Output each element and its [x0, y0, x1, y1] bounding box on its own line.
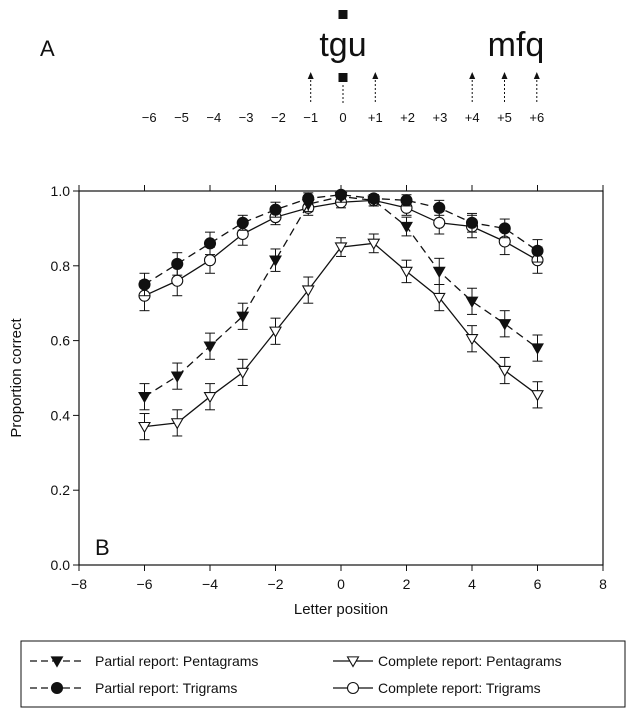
- y-tick-label: 0.6: [51, 333, 71, 349]
- position-label: −6: [142, 110, 157, 125]
- word-left: tgu: [319, 26, 366, 64]
- data-point: [467, 297, 478, 307]
- panel-a-marks: [308, 72, 540, 103]
- x-tick-label: 6: [534, 576, 542, 592]
- y-tick-label: 0.0: [51, 557, 71, 573]
- position-label: +1: [368, 110, 383, 125]
- x-tick-label: −4: [202, 576, 218, 592]
- legend-box: [21, 641, 625, 707]
- data-point: [172, 275, 183, 286]
- word-right: mfq: [488, 26, 545, 64]
- x-tick-label: −6: [137, 576, 153, 592]
- data-point: [237, 368, 248, 378]
- x-axis-label: Letter position: [294, 601, 388, 618]
- position-label: −5: [174, 110, 189, 125]
- x-tick-label: −2: [268, 576, 284, 592]
- data-point: [434, 202, 445, 213]
- panel-a-diagram: A tgu mfq −6 −5 −4 −3 −2 −1 0 +1 +2 +3 +4 +5 +6: [40, 10, 544, 125]
- arrow-head: [534, 72, 540, 79]
- position-label: −1: [303, 110, 318, 125]
- data-point: [532, 245, 543, 256]
- arrow-head: [469, 72, 475, 79]
- series-line: [145, 197, 538, 397]
- data-point: [532, 391, 543, 401]
- data-point: [499, 223, 510, 234]
- series-line: [145, 243, 538, 426]
- legend-swatch-marker: [348, 683, 359, 694]
- position-label: 0: [339, 110, 346, 125]
- data-point: [368, 193, 379, 204]
- legend-label: Complete report: Trigrams: [378, 680, 541, 696]
- chart-panel-b: −8 −6 −4 −2 0 2 4 6 8 0.0 0.2 0.4 0.6 0.8 1.0 B Letter…: [8, 183, 607, 618]
- y-tick-label: 0.2: [51, 482, 71, 498]
- y-tick-label: 1.0: [51, 183, 71, 199]
- position-label: +5: [497, 110, 512, 125]
- data-point: [401, 195, 412, 206]
- legend-swatch-marker: [52, 683, 63, 694]
- panel-b-label: B: [95, 535, 110, 560]
- data-point: [467, 217, 478, 228]
- panel-a-label: A: [40, 36, 55, 61]
- data-point: [499, 366, 510, 376]
- data-point: [172, 258, 183, 269]
- position-label: −4: [206, 110, 221, 125]
- y-tick-label: 0.8: [51, 258, 71, 274]
- data-point: [139, 279, 150, 290]
- data-point: [434, 217, 445, 228]
- position-label: +4: [465, 110, 480, 125]
- data-point: [401, 267, 412, 277]
- data-point: [237, 217, 248, 228]
- data-point: [532, 344, 543, 354]
- y-tick-label: 0.4: [51, 407, 71, 423]
- data-point: [205, 255, 216, 266]
- position-label: +3: [432, 110, 447, 125]
- arrow-head: [502, 72, 508, 79]
- x-tick-label: −8: [71, 576, 87, 592]
- axis-ticks: −8 −6 −4 −2 0 2 4 6 8 0.0 0.2 0.4 0.6 0.8 1.0: [51, 183, 608, 592]
- panel-a-position-labels: −6 −5 −4 −3 −2 −1 0 +1 +2 +3 +4 +5 +6: [142, 110, 544, 125]
- legend: Partial report: Pentagrams Complete repor…: [21, 641, 625, 707]
- legend-swatch-marker: [348, 657, 359, 667]
- data-point: [205, 393, 216, 403]
- data-point: [499, 320, 510, 330]
- data-point: [139, 393, 150, 403]
- data-point: [270, 204, 281, 215]
- data-point: [434, 267, 445, 277]
- data-point: [270, 256, 281, 266]
- position-label: −2: [271, 110, 286, 125]
- legend-label: Complete report: Pentagrams: [378, 653, 562, 669]
- data-point: [205, 342, 216, 352]
- legend-label: Partial report: Trigrams: [95, 680, 237, 696]
- series-partial-report-pentagrams: [139, 191, 543, 410]
- x-tick-label: 0: [337, 576, 345, 592]
- data-point: [139, 422, 150, 432]
- x-tick-label: 8: [599, 576, 607, 592]
- data-series: [139, 189, 543, 439]
- position-label: +2: [400, 110, 415, 125]
- legend-swatch-marker: [52, 657, 63, 667]
- data-point: [172, 372, 183, 382]
- x-tick-label: 4: [468, 576, 476, 592]
- x-tick-label: 2: [403, 576, 411, 592]
- fixation-marker-top: [339, 10, 348, 19]
- data-point: [401, 222, 412, 232]
- y-axis-label: Proportion correct: [8, 318, 25, 438]
- data-point: [303, 193, 314, 204]
- series-complete-report-pentagrams: [139, 234, 543, 440]
- position-label: +6: [529, 110, 544, 125]
- position-label: −3: [239, 110, 254, 125]
- legend-label: Partial report: Pentagrams: [95, 653, 258, 669]
- arrow-head: [308, 72, 314, 79]
- fixation-marker: [339, 73, 348, 82]
- data-point: [205, 238, 216, 249]
- data-point: [336, 189, 347, 200]
- arrow-head: [372, 72, 378, 79]
